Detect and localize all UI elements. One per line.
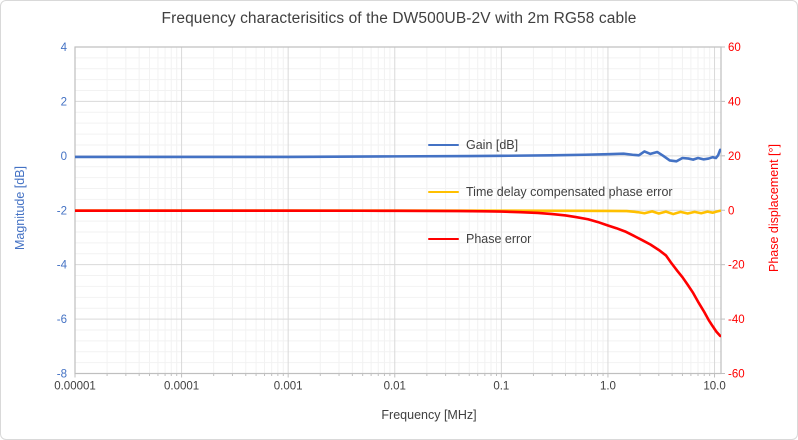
y-right-tick-label: 60 bbox=[728, 42, 741, 54]
y-left-tick-label: 0 bbox=[61, 151, 67, 163]
gain-line-swatch bbox=[428, 143, 459, 147]
x-tick-label: 0.1 bbox=[493, 381, 509, 393]
y-left-axis-title: Magnitude [dB] bbox=[13, 165, 27, 251]
y-left-tick-label: 2 bbox=[61, 96, 67, 108]
x-tick-label: 0.0001 bbox=[164, 381, 199, 393]
x-tick-label: 0.001 bbox=[274, 381, 303, 393]
x-axis-title: Frequency [MHz] bbox=[381, 408, 477, 422]
legend-label-compensated-phase: Time delay compensated phase error bbox=[466, 185, 673, 199]
x-tick-label: 10.0 bbox=[703, 381, 725, 393]
x-tick-label: 0.01 bbox=[384, 381, 406, 393]
y-right-tick-label: 0 bbox=[728, 205, 734, 217]
legend-item-compensated-phase: Time delay compensated phase error bbox=[428, 185, 673, 199]
y-right-tick-label: 20 bbox=[728, 151, 741, 163]
legend-item-phase-error: Phase error bbox=[428, 232, 531, 246]
y-left-tick-label: -6 bbox=[57, 314, 67, 326]
gain-series-line bbox=[75, 148, 721, 163]
y-right-axis-title: Phase displacement [°] bbox=[767, 144, 781, 272]
legend-label-phase-error: Phase error bbox=[466, 232, 532, 246]
compensated-phase-line-swatch bbox=[428, 190, 459, 194]
y-left-tick-label: -8 bbox=[57, 369, 67, 381]
chart-title: Frequency characterisitics of the DW500U… bbox=[161, 10, 637, 27]
y-right-tick-label: -40 bbox=[728, 314, 745, 326]
y-right-tick-label: -60 bbox=[728, 369, 745, 381]
y-left-tick-label: -4 bbox=[57, 260, 68, 272]
y-right-tick-label: 40 bbox=[728, 96, 741, 108]
phase-error-series-line bbox=[75, 209, 721, 338]
phase-error-line-swatch bbox=[428, 237, 459, 241]
x-tick-label: 1.0 bbox=[600, 381, 616, 393]
y-right-tick-label: -20 bbox=[728, 260, 745, 272]
legend-label-gain: Gain [dB] bbox=[466, 138, 519, 152]
legend-item-gain: Gain [dB] bbox=[428, 138, 518, 152]
x-tick-label: 0.00001 bbox=[54, 381, 96, 393]
y-left-tick-label: -2 bbox=[57, 205, 67, 217]
y-left-tick-label: 4 bbox=[61, 42, 68, 54]
